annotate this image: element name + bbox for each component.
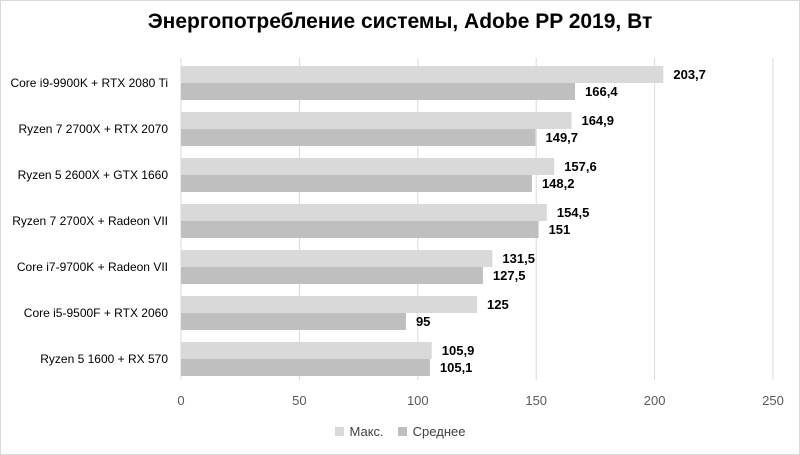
category-label-1: Ryzen 7 2700X + RTX 2070 <box>18 122 168 136</box>
x-tick-label-150: 150 <box>525 393 547 408</box>
x-tick-label-100: 100 <box>407 393 429 408</box>
bar-average-6 <box>181 359 430 376</box>
data-label-average-6: 105,1 <box>440 360 473 375</box>
bar-max-2 <box>181 158 555 175</box>
x-tick-label-250: 250 <box>762 393 784 408</box>
legend-label-average: Среднее <box>412 424 466 439</box>
legend-swatch-average <box>397 427 407 436</box>
legend-item-average: Среднее <box>397 424 466 439</box>
data-label-average-4: 127,5 <box>493 268 526 283</box>
category-label-3: Ryzen 7 2700X + Radeon VII <box>12 214 168 228</box>
bar-max-0 <box>181 66 664 83</box>
bar-max-6 <box>181 342 432 359</box>
bar-average-0 <box>181 83 576 100</box>
legend-label-max: Макс. <box>349 424 384 439</box>
bar-average-5 <box>181 313 406 330</box>
category-label-2: Ryzen 5 2600X + GTX 1660 <box>18 168 169 182</box>
bar-average-4 <box>181 267 483 284</box>
data-label-average-5: 95 <box>416 314 430 329</box>
bar-average-1 <box>181 129 536 146</box>
x-tick-label-0: 0 <box>177 393 184 408</box>
data-label-max-4: 131,5 <box>502 251 535 266</box>
bars <box>181 66 664 376</box>
x-tick-label-200: 200 <box>644 393 666 408</box>
data-label-max-0: 203,7 <box>673 67 706 82</box>
category-label-0: Core i9-9900K + RTX 2080 Ti <box>10 76 168 90</box>
data-label-max-3: 154,5 <box>557 205 590 220</box>
bar-max-3 <box>181 204 547 221</box>
data-label-max-1: 164,9 <box>581 113 614 128</box>
chart-title: Энергопотребление системы, Adobe PP 2019… <box>147 10 653 33</box>
x-axis-ticks: 0 50 100 150 200 250 <box>177 393 783 408</box>
category-label-4: Core i7-9700K + Radeon VII <box>17 260 168 274</box>
category-label-6: Ryzen 5 1600 + RX 570 <box>40 352 168 366</box>
legend-item-max: Макс. <box>334 424 384 439</box>
legend: Макс. Среднее <box>0 424 800 439</box>
x-tick-label-50: 50 <box>292 393 306 408</box>
category-label-5: Core i5-9500F + RTX 2060 <box>24 306 169 320</box>
data-label-average-1: 149,7 <box>545 130 578 145</box>
data-label-max-5: 125 <box>487 297 509 312</box>
bar-average-2 <box>181 175 532 192</box>
data-label-average-3: 151 <box>549 222 571 237</box>
data-label-average-2: 148,2 <box>542 176 575 191</box>
data-label-average-0: 166,4 <box>585 84 618 99</box>
bar-max-5 <box>181 296 477 313</box>
legend-swatch-max <box>334 427 344 436</box>
bar-max-4 <box>181 250 493 267</box>
bar-average-3 <box>181 221 539 238</box>
category-labels: Core i9-9900K + RTX 2080 Ti Ryzen 7 2700X… <box>10 76 168 366</box>
bar-max-1 <box>181 112 572 129</box>
data-label-max-2: 157,6 <box>564 159 597 174</box>
data-label-max-6: 105,9 <box>442 343 475 358</box>
